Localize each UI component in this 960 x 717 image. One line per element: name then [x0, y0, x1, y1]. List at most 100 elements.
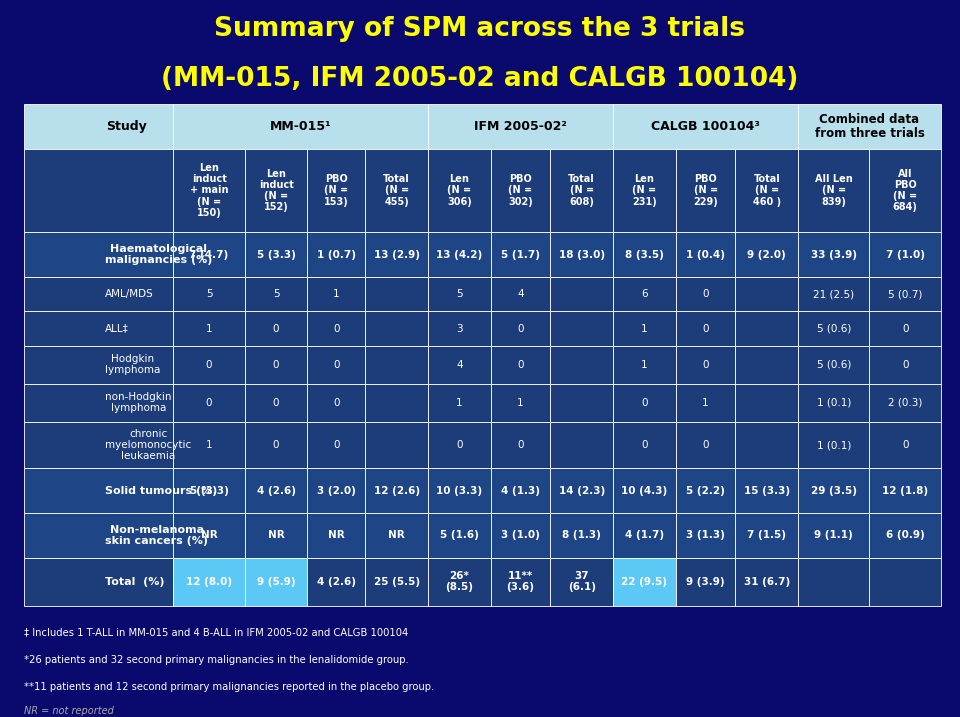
Bar [870, 468, 941, 513]
Bar [174, 277, 245, 311]
Text: 33 (3.9): 33 (3.9) [811, 250, 856, 260]
Text: 0: 0 [205, 360, 212, 370]
Text: 13 (2.9): 13 (2.9) [373, 250, 420, 260]
Bar [174, 104, 428, 148]
Text: Len
(N =
231): Len (N = 231) [632, 174, 657, 206]
Text: 0: 0 [456, 440, 463, 450]
Bar [307, 513, 365, 558]
Text: (MM-015, IFM 2005-02 and CALGB 100104): (MM-015, IFM 2005-02 and CALGB 100104) [161, 67, 799, 92]
Text: 29 (3.5): 29 (3.5) [811, 486, 856, 495]
Bar [174, 422, 245, 468]
Bar [491, 422, 550, 468]
Bar [613, 346, 676, 384]
Bar [735, 277, 798, 311]
Bar [245, 513, 307, 558]
Bar [307, 311, 365, 346]
Bar [798, 558, 870, 606]
Text: 5 (3.3): 5 (3.3) [256, 250, 296, 260]
Bar [174, 232, 245, 277]
Bar [174, 346, 245, 384]
Text: 9 (1.1): 9 (1.1) [814, 531, 853, 541]
Text: 5 (0.6): 5 (0.6) [817, 323, 851, 333]
Bar [24, 513, 174, 558]
Bar [491, 232, 550, 277]
Text: 37
(6.1): 37 (6.1) [567, 571, 596, 592]
Text: Total
(N =
460 ): Total (N = 460 ) [753, 174, 780, 206]
Bar [735, 384, 798, 422]
Bar [676, 422, 735, 468]
Text: 0: 0 [703, 440, 708, 450]
Bar [613, 232, 676, 277]
Text: NR: NR [201, 531, 218, 541]
Text: 1: 1 [517, 398, 524, 408]
Text: 6 (0.9): 6 (0.9) [886, 531, 924, 541]
Bar [676, 384, 735, 422]
Bar [428, 277, 491, 311]
Text: 4: 4 [456, 360, 463, 370]
Bar [365, 422, 428, 468]
Bar [798, 277, 870, 311]
Bar [735, 311, 798, 346]
Text: 15 (3.3): 15 (3.3) [744, 486, 790, 495]
Text: 4 (2.6): 4 (2.6) [317, 576, 356, 587]
Bar [24, 384, 174, 422]
Bar [550, 422, 613, 468]
Text: non-Hodgkin
lymphoma: non-Hodgkin lymphoma [106, 392, 172, 414]
Bar [365, 384, 428, 422]
Text: Haematological
malignancies (%): Haematological malignancies (%) [106, 244, 212, 265]
Bar [735, 346, 798, 384]
Bar [428, 422, 491, 468]
Text: 3 (1.0): 3 (1.0) [501, 531, 540, 541]
Bar [428, 148, 491, 232]
Text: Len
induct
(N =
152): Len induct (N = 152) [258, 168, 294, 212]
Bar [428, 513, 491, 558]
Text: 12 (1.8): 12 (1.8) [882, 486, 928, 495]
Bar [613, 558, 676, 606]
Bar [870, 513, 941, 558]
Bar [798, 104, 941, 148]
Bar [428, 468, 491, 513]
Bar [174, 468, 245, 513]
Bar [245, 311, 307, 346]
Text: Total
(N =
608): Total (N = 608) [568, 174, 595, 206]
Bar [491, 558, 550, 606]
Text: 10 (4.3): 10 (4.3) [621, 486, 667, 495]
Text: 3 (2.0): 3 (2.0) [317, 486, 356, 495]
Bar [870, 422, 941, 468]
Text: 0: 0 [517, 360, 524, 370]
Text: 1: 1 [205, 323, 212, 333]
Text: PBO
(N =
153): PBO (N = 153) [324, 174, 348, 206]
Text: 5 (1.6): 5 (1.6) [440, 531, 479, 541]
Text: 1: 1 [703, 398, 708, 408]
Bar [676, 277, 735, 311]
Text: 5 (0.7): 5 (0.7) [888, 289, 923, 299]
Text: 5 (1.7): 5 (1.7) [501, 250, 540, 260]
Bar [174, 384, 245, 422]
Text: 0: 0 [641, 398, 648, 408]
Text: **11 patients and 12 second primary malignancies reported in the placebo group.: **11 patients and 12 second primary mali… [24, 682, 434, 692]
Bar [676, 232, 735, 277]
Text: 0: 0 [901, 323, 908, 333]
Bar [870, 558, 941, 606]
Text: 0: 0 [333, 323, 340, 333]
Bar [735, 148, 798, 232]
Text: Len
(N =
306): Len (N = 306) [447, 174, 471, 206]
Text: 8 (1.3): 8 (1.3) [563, 531, 601, 541]
Bar [550, 468, 613, 513]
Bar [245, 148, 307, 232]
Bar [676, 468, 735, 513]
Bar [245, 277, 307, 311]
Text: 14 (2.3): 14 (2.3) [559, 486, 605, 495]
Bar [428, 232, 491, 277]
Bar [550, 513, 613, 558]
Text: 4: 4 [517, 289, 524, 299]
Text: 2 (0.3): 2 (0.3) [888, 398, 923, 408]
Bar [676, 148, 735, 232]
Text: 0: 0 [273, 398, 279, 408]
Text: NR: NR [328, 531, 345, 541]
Text: 0: 0 [703, 289, 708, 299]
Text: 22 (9.5): 22 (9.5) [621, 576, 667, 587]
Bar [735, 232, 798, 277]
Text: 0: 0 [273, 323, 279, 333]
Bar [24, 468, 174, 513]
